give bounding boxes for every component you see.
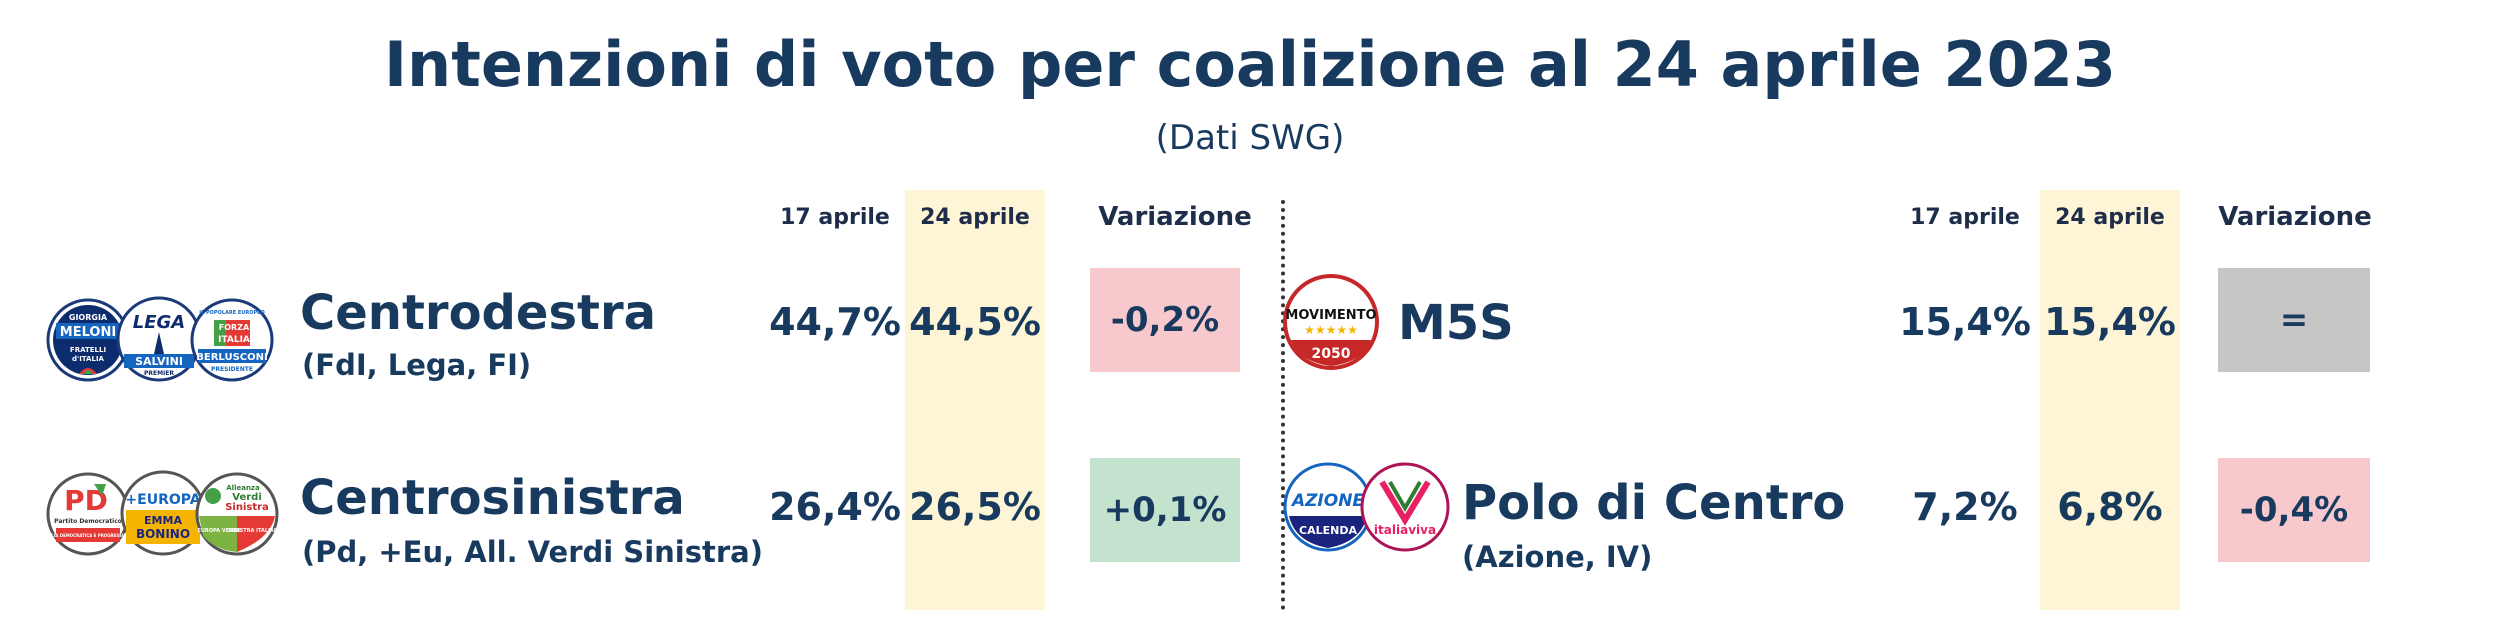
- svg-text:CALENDA: CALENDA: [1299, 524, 1357, 537]
- variation-badge-centrodestra: -0,2%: [1090, 268, 1240, 372]
- svg-text:MELONI: MELONI: [60, 325, 116, 340]
- svg-text:+EUROPA: +EUROPA: [125, 492, 200, 508]
- svg-text:italiaviva: italiaviva: [1374, 523, 1436, 537]
- svg-text:PREMIER: PREMIER: [144, 370, 174, 377]
- italia-viva-logo-icon: italiaviva: [1360, 462, 1450, 552]
- row-name-centrodestra: Centrodestra: [300, 285, 657, 341]
- variation-badge-m5s: =: [2218, 268, 2370, 372]
- svg-text:AZIONE: AZIONE: [1290, 491, 1364, 511]
- svg-text:PRESIDENTE: PRESIDENTE: [211, 366, 253, 373]
- value-curr-polo-di-centro: 6,8%: [2057, 485, 2163, 529]
- highlight-column-right: [2040, 190, 2180, 610]
- header-prev-left: 17 aprile: [780, 205, 890, 230]
- value-prev-polo-di-centro: 7,2%: [1912, 485, 2018, 529]
- svg-text:GIORGIA: GIORGIA: [69, 313, 108, 322]
- svg-text:Partito Democratico: Partito Democratico: [54, 518, 122, 525]
- svg-text:ITALIA DEMOCRATICA E PROGRESSI: ITALIA DEMOCRATICA E PROGRESSISTA: [44, 533, 132, 538]
- svg-text:BERLUSCONI: BERLUSCONI: [196, 352, 267, 363]
- svg-text:SALVINI: SALVINI: [135, 355, 183, 368]
- svg-text:Sinistra: Sinistra: [225, 502, 269, 513]
- row-sub-polo-di-centro: (Azione, IV): [1462, 540, 1653, 574]
- svg-text:EUROPA VERDE: EUROPA VERDE: [197, 528, 241, 534]
- header-var-right: Variazione: [2218, 202, 2372, 232]
- value-curr-m5s: 15,4%: [2044, 300, 2176, 344]
- m5s-logo-icon: MOVIMENTO ★★★★★ 2050: [1283, 274, 1379, 370]
- row-sub-centrosinistra: (Pd, +Eu, All. Verdi Sinistra): [302, 535, 763, 569]
- forza-italia-logo-icon: IL POPOLARE EUROPEO FORZA ITALIA BERLUSC…: [190, 298, 274, 382]
- header-curr-left: 24 aprile: [920, 205, 1030, 230]
- svg-text:IL POPOLARE EUROPEO: IL POPOLARE EUROPEO: [199, 310, 265, 316]
- svg-text:EMMA: EMMA: [144, 514, 182, 527]
- pd-logo-icon: PD Partito Democratico ITALIA DEMOCRATIC…: [44, 472, 133, 556]
- piu-europa-logo-icon: +EUROPA EMMA BONINO: [120, 470, 206, 556]
- svg-text:Alleanza: Alleanza: [226, 484, 260, 492]
- value-prev-centrodestra: 44,7%: [769, 300, 901, 344]
- svg-text:FORZA: FORZA: [219, 323, 250, 332]
- chart-title: Intenzioni di voto per coalizione al 24 …: [383, 28, 2116, 101]
- svg-text:ITALIA: ITALIA: [218, 335, 250, 345]
- header-curr-right: 24 aprile: [2055, 205, 2165, 230]
- svg-text:BONINO: BONINO: [136, 527, 190, 541]
- row-name-centrosinistra: Centrosinistra: [300, 470, 685, 526]
- row-sub-centrodestra: (FdI, Lega, FI): [302, 348, 532, 382]
- svg-text:MOVIMENTO: MOVIMENTO: [1285, 308, 1376, 323]
- svg-text:d'ITALIA: d'ITALIA: [72, 355, 104, 363]
- svg-text:FRATELLI: FRATELLI: [70, 346, 106, 354]
- svg-text:LEGA: LEGA: [133, 312, 185, 333]
- value-curr-centrodestra: 44,5%: [909, 300, 1041, 344]
- svg-text:SINISTRA ITALIANA: SINISTRA ITALIANA: [228, 528, 282, 534]
- value-prev-m5s: 15,4%: [1899, 300, 2031, 344]
- header-prev-right: 17 aprile: [1910, 205, 2020, 230]
- svg-text:Verdi: Verdi: [232, 492, 262, 503]
- value-prev-centrosinistra: 26,4%: [769, 485, 901, 529]
- header-var-left: Variazione: [1098, 202, 1252, 232]
- variation-badge-centrosinistra: +0,1%: [1090, 458, 1240, 562]
- variation-badge-polo-di-centro: -0,4%: [2218, 458, 2370, 562]
- fdi-logo-icon: GIORGIA MELONI FRATELLI d'ITALIA: [46, 298, 130, 382]
- lega-logo-icon: LEGA SALVINI PREMIER: [116, 296, 202, 382]
- svg-text:★★★★★: ★★★★★: [1304, 323, 1358, 337]
- column-divider: [1281, 200, 1285, 610]
- row-name-polo-di-centro: Polo di Centro: [1462, 475, 1846, 531]
- avs-logo-icon: Alleanza Verdi Sinistra EUROPA VERDE SIN…: [195, 472, 282, 556]
- highlight-column-left: [905, 190, 1045, 610]
- azione-logo-icon: AZIONE CALENDA: [1283, 462, 1373, 552]
- value-curr-centrosinistra: 26,5%: [909, 485, 1041, 529]
- svg-text:2050: 2050: [1312, 346, 1351, 362]
- chart-subtitle: (Dati SWG): [1155, 118, 1345, 158]
- row-name-m5s: M5S: [1398, 295, 1514, 351]
